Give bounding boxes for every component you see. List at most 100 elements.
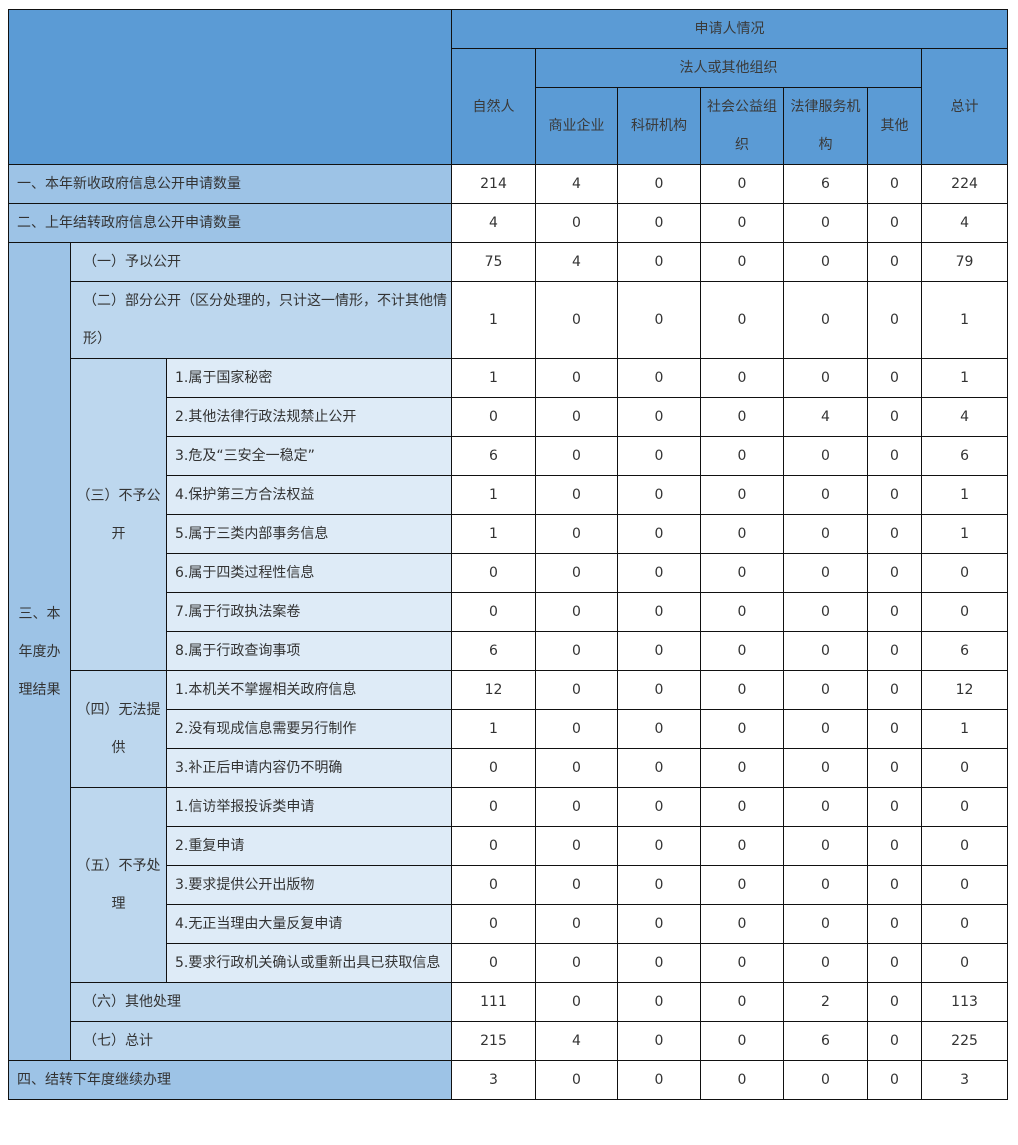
value-cell: 0 (700, 631, 785, 671)
value-cell: 0 (617, 1060, 702, 1100)
value-cell: 0 (783, 709, 869, 749)
value-cell: 0 (617, 904, 702, 944)
value-cell: 0 (700, 1021, 785, 1061)
value-cell: 0 (867, 670, 923, 710)
value-cell: 0 (783, 475, 869, 515)
value-cell: 0 (867, 1021, 923, 1061)
value-cell: 4 (535, 242, 619, 282)
item-label: 4.无正当理由大量反复申请 (165, 904, 453, 944)
table-row: 5.要求行政机关确认或重新出具已获取信息 0 0 0 0 0 0 0 (9, 943, 1009, 983)
value-cell: 0 (535, 943, 619, 983)
value-cell: 225 (921, 1021, 1009, 1061)
value-cell: 0 (617, 553, 702, 593)
value-cell: 0 (867, 709, 923, 749)
value-cell: 0 (617, 358, 702, 398)
row-label: 四、结转下年度继续办理 (7, 1060, 453, 1100)
value-cell: 0 (700, 242, 785, 282)
header-total: 总计 (921, 48, 1009, 165)
value-cell: 0 (867, 943, 923, 983)
value-cell: 0 (700, 865, 785, 905)
header-applicant: 申请人情况 (451, 9, 1009, 49)
table-row: 2.没有现成信息需要另行制作 1 0 0 0 0 0 1 (9, 709, 1009, 749)
value-cell: 1 (921, 514, 1009, 554)
value-cell: 0 (783, 826, 869, 866)
value-cell: 0 (700, 787, 785, 827)
value-cell: 75 (451, 242, 537, 282)
value-cell: 6 (451, 436, 537, 476)
item-label: 3.要求提供公开出版物 (165, 865, 453, 905)
gov-info-disclosure-table: 申请人情况 自然人 法人或其他组织 总计 商业企业 科研机构 社会公益组织 法律服务机… (7, 9, 1009, 1100)
value-cell: 0 (617, 709, 702, 749)
value-cell: 0 (451, 943, 537, 983)
value-cell: 0 (867, 748, 923, 788)
value-cell: 0 (617, 164, 702, 204)
value-cell: 0 (921, 592, 1009, 632)
item-label: 4.保护第三方合法权益 (165, 475, 453, 515)
value-cell: 1 (921, 281, 1009, 359)
value-cell: 0 (617, 1021, 702, 1061)
table-row: 二、上年结转政府信息公开申请数量 4 0 0 0 0 0 4 (7, 203, 1009, 243)
value-cell: 0 (617, 475, 702, 515)
table-row: 5.属于三类内部事务信息 1 0 0 0 0 0 1 (9, 514, 1009, 554)
value-cell: 0 (783, 592, 869, 632)
value-cell: 111 (451, 982, 537, 1022)
value-cell: 0 (867, 475, 923, 515)
value-cell: 3 (921, 1060, 1009, 1100)
table-row: （七）总计 215 4 0 0 6 0 225 (9, 1021, 1009, 1061)
value-cell: 0 (783, 358, 869, 398)
table-row: （六）其他处理 111 0 0 0 2 0 113 (9, 982, 1009, 1022)
value-cell: 0 (617, 670, 702, 710)
value-cell: 0 (867, 436, 923, 476)
value-cell: 0 (617, 592, 702, 632)
row-label: 二、上年结转政府信息公开申请数量 (7, 203, 453, 243)
table-row: 6.属于四类过程性信息 0 0 0 0 0 0 0 (9, 553, 1009, 593)
value-cell: 0 (700, 709, 785, 749)
value-cell: 6 (783, 1021, 869, 1061)
table-row: （三）不予公开 1.属于国家秘密 1 0 0 0 0 0 1 (9, 358, 1009, 671)
value-cell: 0 (867, 514, 923, 554)
value-cell: 4 (921, 203, 1009, 243)
header-corner (7, 9, 453, 165)
value-cell: 0 (700, 826, 785, 866)
table-row: 3.要求提供公开出版物 0 0 0 0 0 0 0 (9, 865, 1009, 905)
value-cell: 0 (617, 514, 702, 554)
value-cell: 0 (535, 865, 619, 905)
value-cell: 0 (535, 787, 619, 827)
header-legal-sub: 社会公益组织 (700, 87, 785, 165)
table-row: （二）部分公开（区分处理的，只计这一情形，不计其他情形） 1 0 0 0 0 0 1 (9, 281, 1009, 359)
value-cell: 4 (451, 203, 537, 243)
table-row: 4.无正当理由大量反复申请 0 0 0 0 0 0 0 (9, 904, 1009, 944)
value-cell: 0 (617, 787, 702, 827)
value-cell: 0 (700, 1060, 785, 1100)
value-cell: 0 (867, 358, 923, 398)
value-cell: 0 (535, 631, 619, 671)
value-cell: 2 (783, 982, 869, 1022)
value-cell: 0 (700, 475, 785, 515)
value-cell: 224 (921, 164, 1009, 204)
group-label: （四）无法提供 (70, 670, 167, 788)
table-row: 7.属于行政执法案卷 0 0 0 0 0 0 0 (9, 592, 1009, 632)
value-cell: 0 (783, 904, 869, 944)
value-cell: 0 (700, 943, 785, 983)
table-row: （四）无法提供 1.本机关不掌握相关政府信息 12 0 0 0 0 0 12 (9, 670, 1009, 788)
value-cell: 215 (451, 1021, 537, 1061)
value-cell: 79 (921, 242, 1009, 282)
item-label: 2.重复申请 (165, 826, 453, 866)
value-cell: 0 (867, 865, 923, 905)
value-cell: 12 (451, 670, 537, 710)
value-cell: 0 (535, 709, 619, 749)
value-cell: 0 (451, 787, 537, 827)
value-cell: 3 (451, 1060, 537, 1100)
value-cell: 0 (617, 631, 702, 671)
value-cell: 0 (867, 1060, 923, 1100)
value-cell: 0 (535, 281, 619, 359)
table-row: 2.重复申请 0 0 0 0 0 0 0 (9, 826, 1009, 866)
value-cell: 0 (783, 787, 869, 827)
value-cell: 0 (700, 436, 785, 476)
value-cell: 0 (451, 397, 537, 437)
value-cell: 0 (700, 281, 785, 359)
item-label: 8.属于行政查询事项 (165, 631, 453, 671)
table-row: 3.补正后申请内容仍不明确 0 0 0 0 0 0 0 (9, 748, 1009, 788)
value-cell: 1 (451, 475, 537, 515)
value-cell: 0 (867, 631, 923, 671)
